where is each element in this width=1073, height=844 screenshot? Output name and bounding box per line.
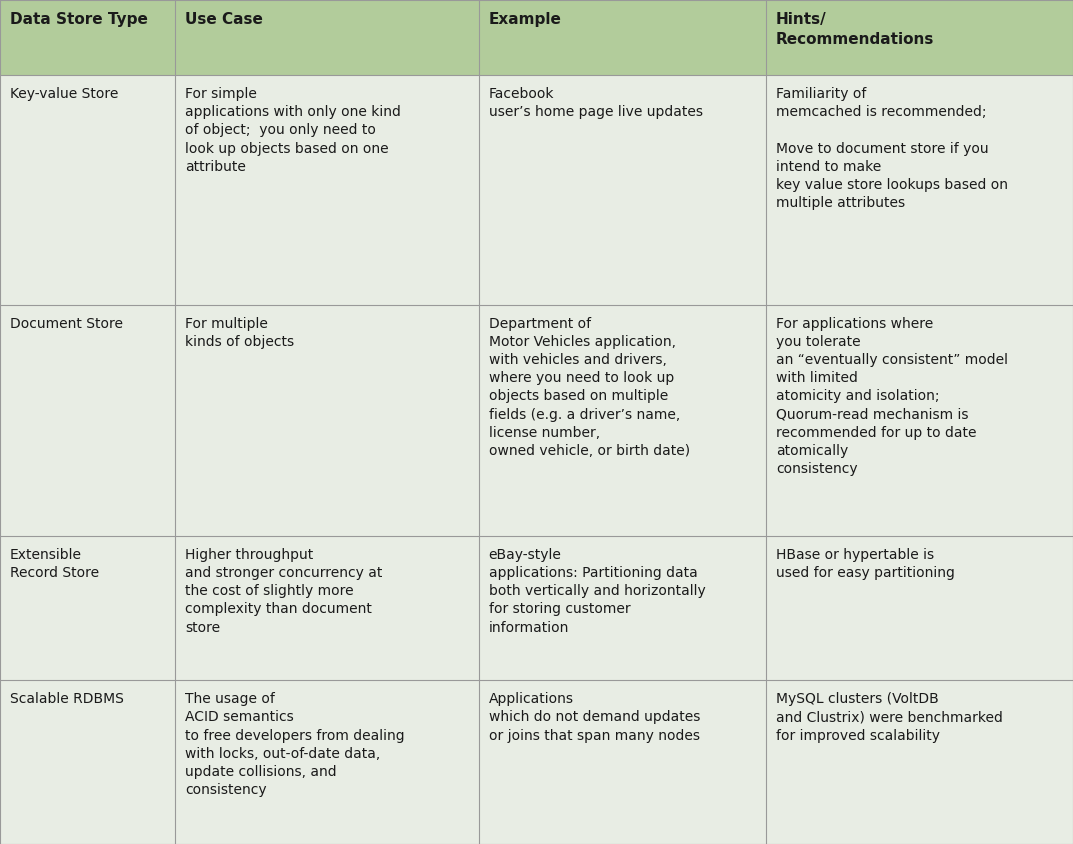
Bar bbox=[479, 536, 766, 680]
Bar bbox=[175, 75, 479, 305]
Text: Use Case: Use Case bbox=[185, 12, 263, 27]
Bar bbox=[766, 305, 1073, 536]
Text: Higher throughput
and stronger concurrency at
the cost of slightly more
complexi: Higher throughput and stronger concurren… bbox=[185, 548, 382, 635]
Bar bbox=[175, 0, 479, 75]
Bar bbox=[766, 0, 1073, 75]
Bar bbox=[479, 305, 766, 536]
Text: Scalable RDBMS: Scalable RDBMS bbox=[10, 692, 123, 706]
Text: Facebook
user’s home page live updates: Facebook user’s home page live updates bbox=[488, 87, 703, 119]
Bar bbox=[175, 680, 479, 844]
Text: Document Store: Document Store bbox=[10, 316, 123, 331]
Text: Data Store Type: Data Store Type bbox=[10, 12, 148, 27]
Text: Hints/
Recommendations: Hints/ Recommendations bbox=[776, 12, 935, 46]
Bar bbox=[175, 536, 479, 680]
Text: For simple
applications with only one kind
of object;  you only need to
look up : For simple applications with only one ki… bbox=[185, 87, 401, 174]
Bar bbox=[0, 680, 175, 844]
Bar bbox=[175, 305, 479, 536]
Bar bbox=[479, 0, 766, 75]
Text: Extensible
Record Store: Extensible Record Store bbox=[10, 548, 99, 580]
Text: Example: Example bbox=[488, 12, 561, 27]
Bar bbox=[0, 75, 175, 305]
Text: For applications where
you tolerate
an “eventually consistent” model
with limite: For applications where you tolerate an “… bbox=[776, 316, 1009, 476]
Bar bbox=[479, 75, 766, 305]
Text: Applications
which do not demand updates
or joins that span many nodes: Applications which do not demand updates… bbox=[488, 692, 700, 743]
Text: MySQL clusters (VoltDB
and Clustrix) were benchmarked
for improved scalability: MySQL clusters (VoltDB and Clustrix) wer… bbox=[776, 692, 1003, 743]
Text: Key-value Store: Key-value Store bbox=[10, 87, 118, 101]
Bar bbox=[0, 0, 175, 75]
Text: For multiple
kinds of objects: For multiple kinds of objects bbox=[185, 316, 294, 349]
Text: Department of
Motor Vehicles application,
with vehicles and drivers,
where you n: Department of Motor Vehicles application… bbox=[488, 316, 690, 458]
Text: HBase or hypertable is
used for easy partitioning: HBase or hypertable is used for easy par… bbox=[776, 548, 955, 580]
Bar bbox=[766, 680, 1073, 844]
Bar bbox=[766, 536, 1073, 680]
Text: Familiarity of
memcached is recommended;

Move to document store if you
intend t: Familiarity of memcached is recommended;… bbox=[776, 87, 1009, 210]
Text: The usage of
ACID semantics
to free developers from dealing
with locks, out-of-d: The usage of ACID semantics to free deve… bbox=[185, 692, 405, 798]
Bar bbox=[0, 305, 175, 536]
Text: eBay-style
applications: Partitioning data
both vertically and horizontally
for : eBay-style applications: Partitioning da… bbox=[488, 548, 705, 635]
Bar bbox=[0, 536, 175, 680]
Bar bbox=[766, 75, 1073, 305]
Bar bbox=[479, 680, 766, 844]
